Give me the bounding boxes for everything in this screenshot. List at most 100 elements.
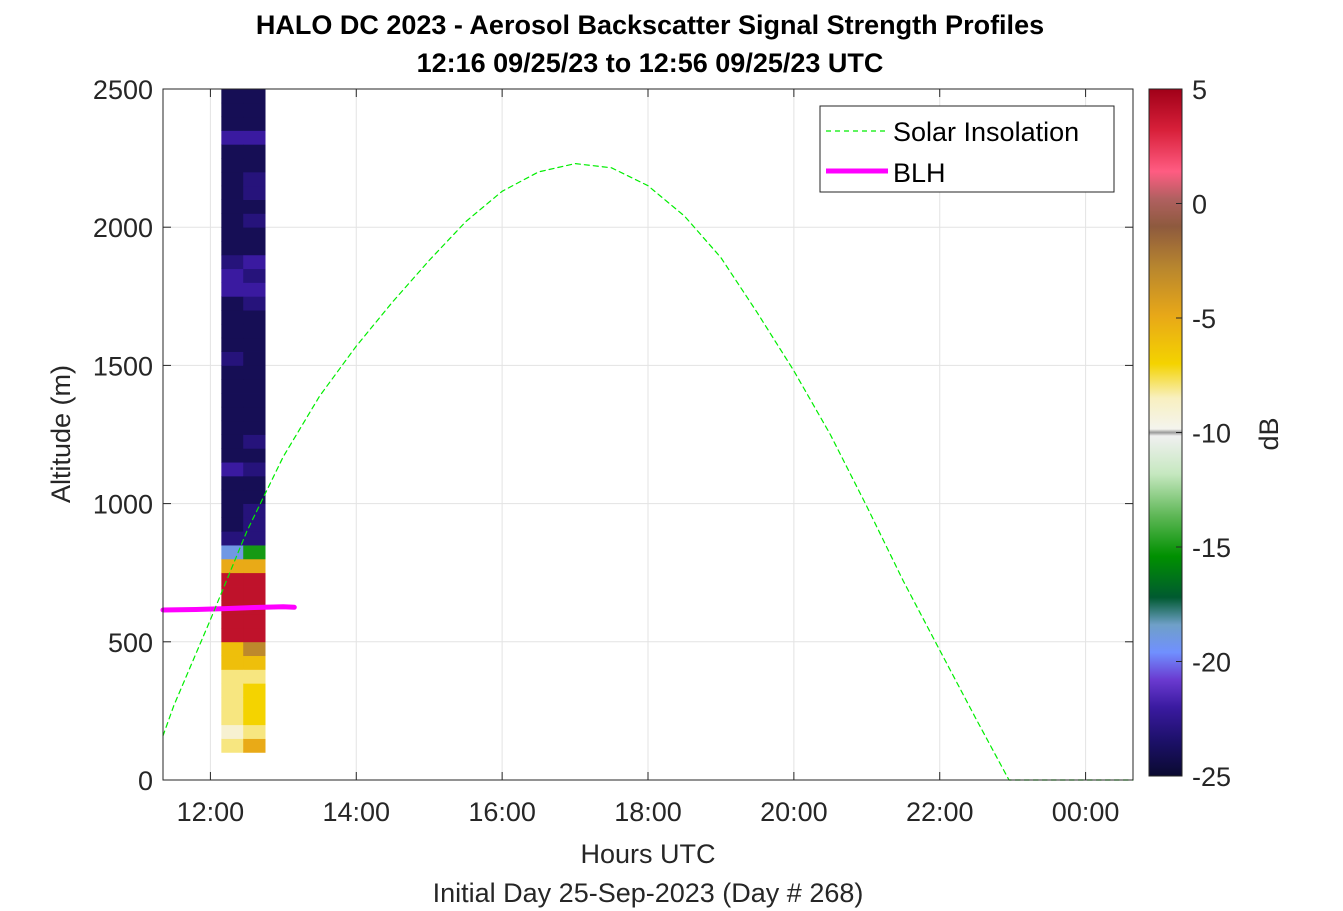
heatmap-cell	[221, 337, 244, 352]
x-tick-label: 12:00	[177, 797, 245, 827]
y-axis: 0 500 1000 1500 2000 2500	[93, 75, 1133, 796]
colorbar-label: dB	[1254, 417, 1284, 450]
heatmap-cell	[221, 158, 244, 173]
heatmap-cell	[221, 310, 244, 325]
heatmap-cell	[243, 213, 266, 228]
x-tick-label: 18:00	[614, 797, 682, 827]
heatmap-cell	[243, 697, 266, 712]
heatmap-cell	[243, 406, 266, 422]
heatmap-cell	[243, 116, 266, 131]
heatmap-cell	[221, 282, 244, 297]
legend-blh-label: BLH	[893, 158, 946, 188]
heatmap-cell	[221, 641, 244, 657]
colorbar-tick-label: -10	[1192, 419, 1231, 449]
heatmap-cell	[243, 393, 266, 408]
heatmap-cell	[243, 489, 266, 504]
heatmap-cell	[221, 227, 244, 242]
backscatter-heatmap	[221, 89, 266, 753]
colorbar-tick-label: -20	[1192, 648, 1231, 678]
heatmap-cell	[221, 199, 244, 214]
heatmap-cell	[221, 572, 244, 587]
grid-lines	[163, 88, 1133, 781]
heatmap-cell	[243, 337, 266, 352]
heatmap-cell	[221, 531, 244, 546]
heatmap-cell	[243, 379, 266, 394]
heatmap-cell	[221, 365, 244, 380]
colorbar-tick-label: 0	[1192, 190, 1207, 220]
heatmap-cell	[243, 738, 266, 753]
x-tick-label: 22:00	[906, 797, 974, 827]
y-axis-label: Altitude (m)	[46, 365, 76, 503]
heatmap-cell	[221, 503, 244, 518]
heatmap-cell	[243, 130, 266, 145]
heatmap-cell	[221, 586, 244, 601]
heatmap-cell	[243, 144, 266, 159]
heatmap-cell	[221, 614, 244, 629]
heatmap-cell	[221, 475, 244, 491]
heatmap-cell	[243, 531, 266, 546]
heatmap-cell	[221, 683, 244, 698]
x-axis: 12:00 14:00 16:00 18:00 20:00 22:00 00:00	[177, 89, 1120, 827]
heatmap-cell	[243, 710, 266, 726]
heatmap-cell	[243, 614, 266, 629]
heatmap-cell	[243, 724, 266, 739]
heatmap-cell	[243, 254, 266, 270]
heatmap-cell	[221, 254, 244, 270]
heatmap-cell	[243, 199, 266, 214]
y-tick-label: 500	[108, 628, 153, 658]
heatmap-cell	[221, 710, 244, 726]
y-tick-label: 0	[138, 766, 153, 796]
solar-insolation-line	[162, 163, 1134, 781]
heatmap-cell	[221, 102, 244, 118]
heatmap-cell	[221, 448, 244, 463]
heatmap-cell	[221, 738, 244, 753]
heatmap-cell	[221, 669, 244, 684]
heatmap-cell	[221, 545, 244, 560]
x-axis-sublabel: Initial Day 25-Sep-2023 (Day # 268)	[433, 878, 864, 908]
y-tick-label: 2500	[93, 75, 153, 105]
heatmap-cell	[243, 171, 266, 187]
heatmap-cell	[221, 462, 244, 477]
heatmap-cell	[221, 393, 244, 408]
heatmap-cell	[243, 572, 266, 587]
x-tick-label: 00:00	[1052, 797, 1120, 827]
heatmap-cell	[243, 434, 266, 449]
heatmap-cell	[221, 116, 244, 131]
heatmap-cell	[243, 462, 266, 477]
heatmap-cell	[243, 545, 266, 560]
heatmap-cell	[243, 102, 266, 118]
heatmap-cell	[221, 406, 244, 422]
colorbar-ticks: 5 0 -5 -10 -15 -20 -25	[1176, 75, 1231, 792]
chart-subtitle: 12:16 09/25/23 to 12:56 09/25/23 UTC	[416, 48, 884, 78]
y-tick-label: 1500	[93, 351, 153, 381]
heatmap-cell	[243, 227, 266, 242]
x-tick-label: 14:00	[322, 797, 390, 827]
heatmap-cell	[243, 627, 266, 643]
heatmap-cell	[243, 323, 266, 339]
heatmap-cell	[221, 171, 244, 187]
legend: Solar Insolation BLH	[819, 105, 1115, 193]
colorbar-tick-label: 5	[1192, 75, 1207, 105]
colorbar: 5 0 -5 -10 -15 -20 -25 dB	[1148, 75, 1284, 792]
heatmap-cell	[243, 655, 266, 670]
heatmap-cell	[243, 241, 266, 256]
heatmap-cell	[221, 130, 244, 145]
heatmap-cell	[243, 669, 266, 684]
heatmap-cell	[221, 724, 244, 739]
legend-box	[819, 105, 1115, 193]
heatmap-cell	[221, 420, 244, 435]
x-tick-label: 20:00	[760, 797, 828, 827]
chart-title: HALO DC 2023 - Aerosol Backscatter Signa…	[255, 10, 1045, 40]
heatmap-cell	[243, 517, 266, 532]
heatmap-cell	[221, 434, 244, 449]
heatmap-cell	[221, 213, 244, 228]
heatmap-cell	[243, 641, 266, 657]
heatmap-cell	[221, 241, 244, 256]
heatmap-cell	[243, 558, 266, 574]
heatmap-cell	[221, 697, 244, 712]
heatmap-cell	[221, 296, 244, 311]
heatmap-cell	[221, 627, 244, 643]
colorbar-tick-label: -15	[1192, 533, 1231, 563]
heatmap-cell	[243, 268, 266, 283]
